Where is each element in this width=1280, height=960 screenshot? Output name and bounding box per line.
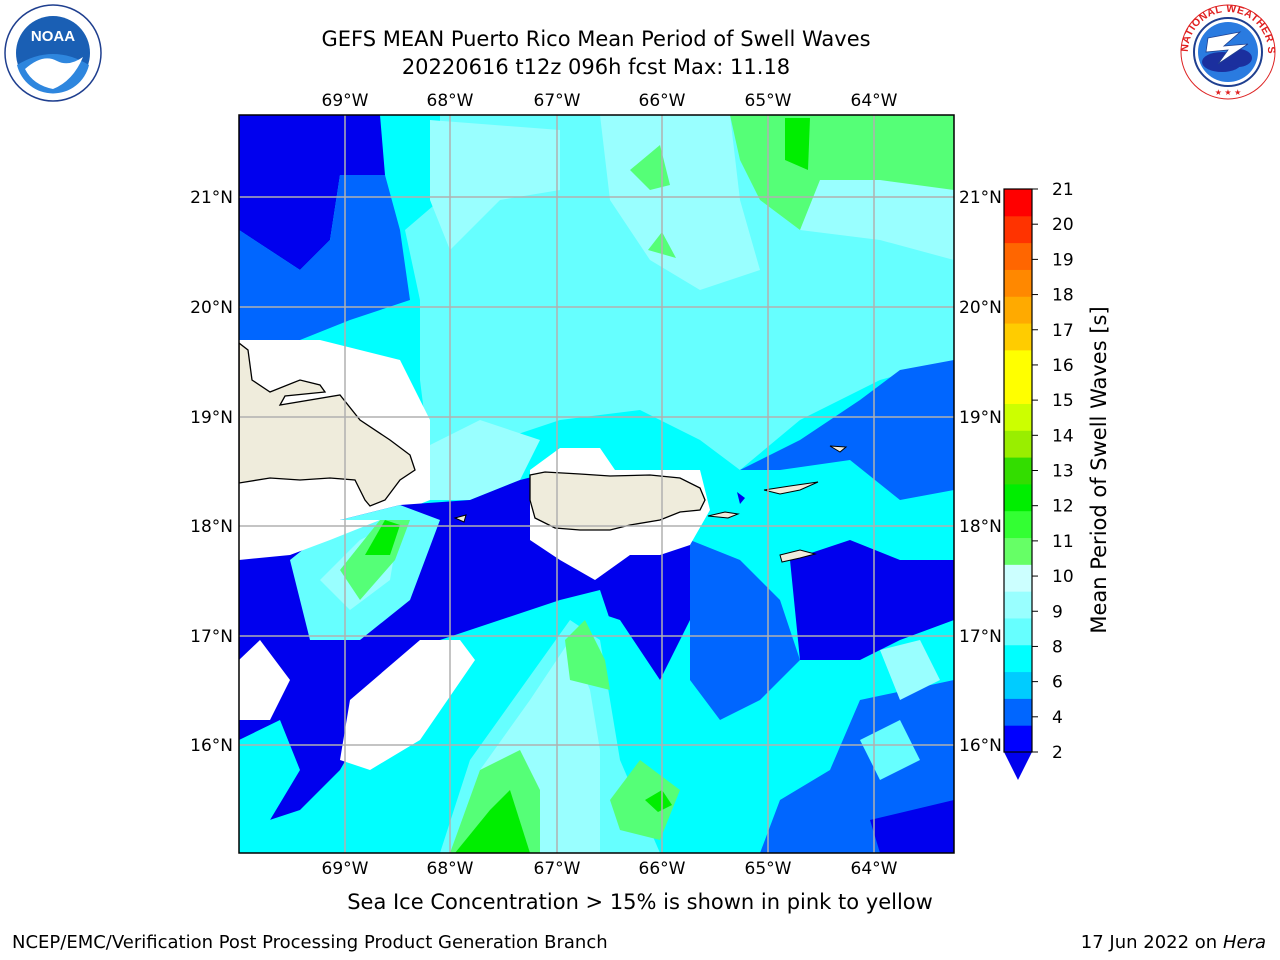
colorbar-tick-label: 4: [1052, 708, 1063, 728]
colorbar-tick-label: 20: [1052, 215, 1074, 235]
nws-logo-icon: NATIONAL WEATHER SERVICE ★ ★ ★: [1178, 2, 1277, 100]
lat-label: 19°N: [959, 408, 1002, 428]
colorbar-segment: [1004, 617, 1032, 646]
footer-host: Hera: [1222, 932, 1266, 953]
lon-label: 66°W: [639, 859, 686, 879]
field-8-9s-nw: [430, 120, 560, 250]
colorbar-segment: [1004, 591, 1032, 619]
chart-subtitle: 20220616 t12z 096h fcst Max: 11.18: [401, 55, 791, 79]
colorbar-tick-label: 6: [1052, 673, 1063, 693]
colorbar-tick-label: 2: [1052, 743, 1063, 763]
lon-label: 64°W: [851, 859, 898, 879]
colorbar-tick-label: 14: [1052, 426, 1074, 446]
footer-credit: NCEP/EMC/Verification Post Processing Pr…: [12, 932, 608, 953]
lat-label: 16°N: [190, 736, 233, 756]
lat-label: 19°N: [190, 408, 233, 428]
lat-label: 20°N: [959, 298, 1002, 318]
lat-label: 18°N: [959, 517, 1002, 537]
colorbar-segment: [1004, 564, 1032, 592]
noaa-logo-text: NOAA: [31, 28, 75, 45]
lon-labels-bottom: 69°W 68°W 67°W 66°W 65°W 64°W: [322, 859, 898, 879]
lon-label: 69°W: [322, 859, 369, 879]
lat-label: 21°N: [959, 188, 1002, 208]
field-10-11s-plume: [455, 790, 530, 853]
colorbar-tick-label: 13: [1052, 462, 1074, 482]
colorbar-tick-label: 8: [1052, 637, 1063, 657]
colorbar-segment: [1004, 269, 1032, 297]
colorbar-segment: [1004, 537, 1032, 565]
colorbar-segment: [1004, 725, 1032, 753]
field-8-9s-north: [600, 115, 760, 290]
colorbar-segment: [1004, 457, 1032, 485]
lon-label: 69°W: [322, 91, 369, 111]
map-gridlines: [239, 115, 954, 853]
colorbar-segment: [1004, 376, 1032, 404]
colorbar-tick-label: 15: [1052, 391, 1074, 411]
chart-title: GEFS MEAN Puerto Rico Mean Period of Swe…: [321, 27, 871, 51]
colorbar-segment: [1004, 403, 1032, 431]
colorbar-segment: [1004, 323, 1032, 351]
colorbar-segment: [1004, 671, 1032, 699]
map-frame: [238, 114, 955, 854]
lon-label: 65°W: [745, 91, 792, 111]
colorbar-segment: [1004, 349, 1032, 378]
field-4s-nw: [239, 175, 410, 340]
lon-label: 67°W: [534, 859, 581, 879]
field-10-11s-ne: [785, 118, 810, 170]
sea-ice-note: Sea Ice Concentration > 15% is shown in …: [347, 890, 933, 914]
colorbar-segment: [1004, 430, 1032, 458]
lat-labels-left: 21°N 20°N 19°N 18°N 17°N 16°N: [190, 188, 233, 756]
field-9-10s-n: [630, 145, 670, 190]
lon-label: 65°W: [745, 859, 792, 879]
lat-label: 18°N: [190, 517, 233, 537]
colorbar-tick-label: 9: [1052, 602, 1063, 622]
colorbar-tick-label: 19: [1052, 250, 1074, 270]
footer-date-text: 17 Jun 2022 on: [1080, 932, 1218, 953]
no-data-south-patch: [340, 640, 475, 770]
colorbar-extend-arrow: [1004, 752, 1032, 780]
lat-labels-right: 21°N 20°N 19°N 18°N 17°N 16°N: [959, 188, 1002, 756]
lon-label: 66°W: [639, 91, 686, 111]
lat-label: 20°N: [190, 298, 233, 318]
colorbar-tick-label: 18: [1052, 286, 1074, 306]
colorbar-segment: [1004, 215, 1032, 244]
field-2-4s-east: [790, 540, 954, 660]
colorbar-tick-label: 11: [1052, 532, 1074, 552]
colorbar-segment: [1004, 644, 1032, 673]
colorbar-segment: [1004, 698, 1032, 726]
colorbar-segment: [1004, 483, 1032, 512]
colorbar-tick-label: 10: [1052, 567, 1074, 587]
field-4s-se: [760, 680, 954, 853]
lon-label: 64°W: [851, 91, 898, 111]
colorbar-segment: [1004, 242, 1032, 270]
lon-labels-top: 69°W 68°W 67°W 66°W 65°W 64°W: [322, 91, 898, 111]
hispaniola-land: [239, 342, 416, 507]
colorbar-segment: [1004, 296, 1032, 324]
swell-period-field: [239, 115, 954, 853]
lat-label: 16°N: [959, 736, 1002, 756]
colorbar-tick-label: 16: [1052, 356, 1074, 376]
colorbar-tick-label: 21: [1052, 180, 1074, 200]
lat-label: 17°N: [190, 627, 233, 647]
field-2-4s-nw: [239, 115, 385, 270]
lon-label: 68°W: [427, 859, 474, 879]
lat-label: 21°N: [190, 188, 233, 208]
colorbar-segment: [1004, 510, 1032, 539]
lat-label: 17°N: [959, 627, 1002, 647]
footer-date: 17 Jun 2022 on Hera: [1081, 932, 1266, 953]
noaa-logo-icon: NOAA: [4, 4, 102, 102]
colorbar-tick-label: 17: [1052, 321, 1074, 341]
colorbar-segment: [1004, 189, 1032, 217]
colorbar-label: Mean Period of Swell Waves [s]: [1087, 306, 1111, 633]
lon-label: 67°W: [534, 91, 581, 111]
colorbar: 21 20 19 18 17 16 15 14 13 12 11 10 9 8 6 4 2 Mean Perio…: [1003, 180, 1111, 780]
lon-label: 68°W: [427, 91, 474, 111]
svg-text:★ ★ ★: ★ ★ ★: [1215, 88, 1242, 97]
colorbar-tick-label: 12: [1052, 497, 1074, 517]
